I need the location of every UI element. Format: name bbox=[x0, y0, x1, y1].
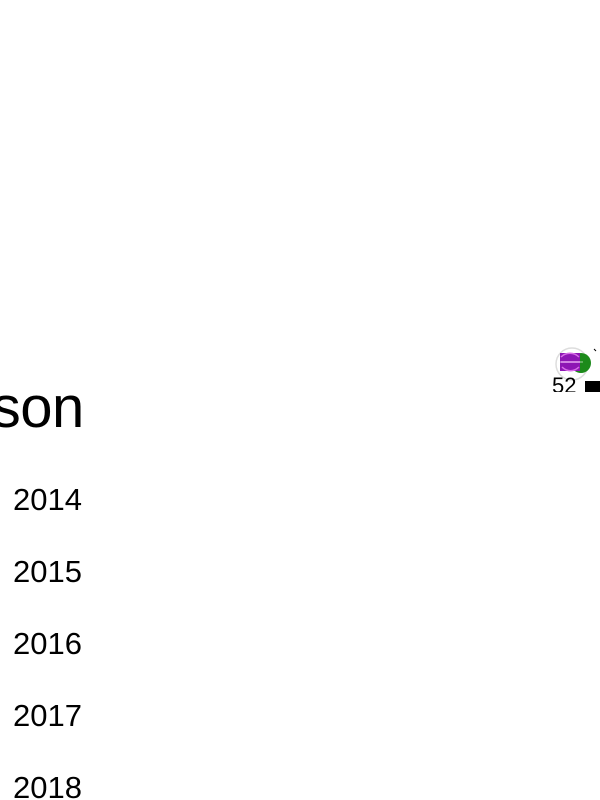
season-item-2015[interactable]: 2015 bbox=[13, 550, 82, 622]
badge-number: 52 bbox=[552, 373, 577, 393]
badge[interactable]: 52 bbox=[552, 344, 600, 392]
team-logo-icon bbox=[555, 347, 597, 381]
season-label: 2017 bbox=[13, 698, 82, 733]
badge-block bbox=[585, 381, 600, 392]
section-heading: ason bbox=[0, 375, 84, 440]
season-item-2018[interactable]: 2018 bbox=[13, 766, 82, 800]
season-label: 2016 bbox=[13, 626, 82, 661]
season-list: 2014 2015 2016 2017 2018 bbox=[13, 478, 82, 800]
season-label: 2014 bbox=[13, 482, 82, 517]
season-item-2016[interactable]: 2016 bbox=[13, 622, 82, 694]
season-item-2014[interactable]: 2014 bbox=[13, 478, 82, 550]
season-item-2017[interactable]: 2017 bbox=[13, 694, 82, 766]
season-label: 2018 bbox=[13, 770, 82, 800]
season-label: 2015 bbox=[13, 554, 82, 589]
